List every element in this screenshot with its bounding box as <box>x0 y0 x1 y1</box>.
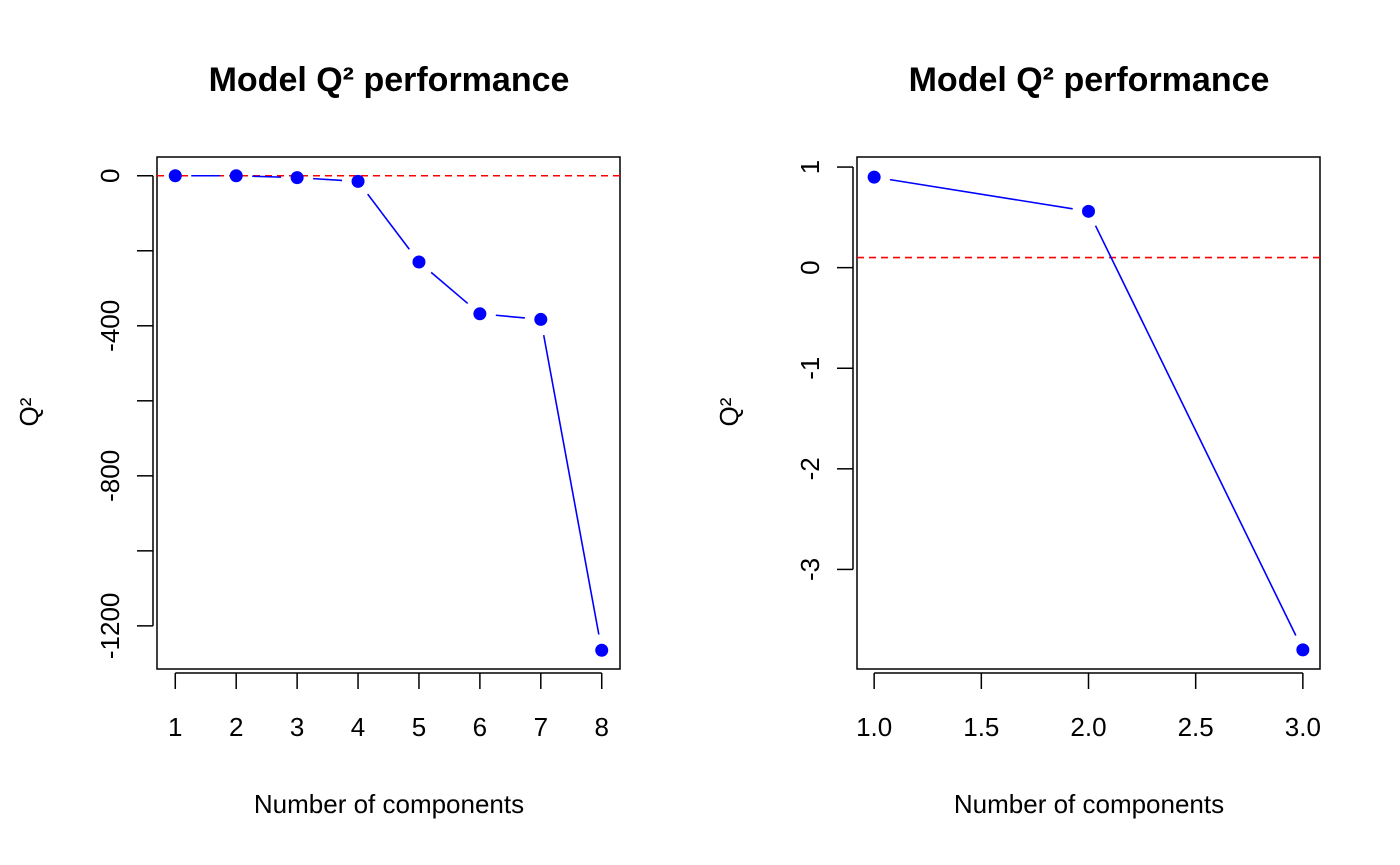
x-tick-label: 7 <box>534 712 548 742</box>
y-tick-label: -1 <box>795 357 825 380</box>
data-point <box>168 169 182 183</box>
x-axis: 1 2 3 4 5 6 7 8 <box>168 672 609 742</box>
data-point <box>534 312 548 326</box>
x-tick-label: 1.0 <box>856 712 892 742</box>
series-line-layer <box>191 174 600 635</box>
y-tick-label: 0 <box>95 169 125 183</box>
y-axis-label: Q² <box>714 397 744 426</box>
x-axis-label: Number of components <box>954 789 1224 819</box>
chart-panel-right: Model Q² performance Number of component… <box>714 61 1321 819</box>
series-segment <box>542 335 600 635</box>
data-point <box>473 307 487 321</box>
plot-frame <box>856 156 1321 670</box>
x-axis-label: Number of components <box>254 789 524 819</box>
x-tick-label: 2.0 <box>1070 712 1106 742</box>
x-tick-label: 8 <box>594 712 608 742</box>
x-tick-label: 1 <box>168 712 182 742</box>
x-tick-label: 3 <box>290 712 304 742</box>
y-tick-label: -800 <box>95 450 125 502</box>
y-tick-label: -2 <box>795 457 825 480</box>
series-segment <box>1094 225 1297 636</box>
x-axis: 1.0 1.5 2.0 2.5 3.0 <box>856 672 1321 742</box>
plot-frame <box>156 156 621 670</box>
series-segment <box>889 178 1073 210</box>
data-point <box>1082 204 1095 218</box>
y-tick-label: 1 <box>795 160 825 174</box>
data-point <box>1296 643 1310 657</box>
series-segment <box>252 175 282 178</box>
data-point <box>290 171 304 185</box>
x-tick-label: 4 <box>351 712 365 742</box>
data-point <box>867 170 881 184</box>
data-point <box>351 174 365 188</box>
y-axis: 0 -400 -800 -1200 <box>95 169 154 660</box>
series-segment <box>430 271 469 305</box>
chart-title: Model Q² performance <box>909 61 1270 99</box>
data-point <box>412 255 426 269</box>
y-tick-label: -1200 <box>95 593 125 660</box>
x-tick-label: 1.5 <box>963 712 999 742</box>
series-segment <box>495 314 525 319</box>
data-point <box>229 169 243 183</box>
chart-title: Model Q² performance <box>209 61 570 99</box>
x-tick-label: 5 <box>412 712 426 742</box>
x-tick-label: 3.0 <box>1285 712 1321 742</box>
y-tick-label: -400 <box>95 300 125 352</box>
y-tick-label: -3 <box>795 558 825 581</box>
x-tick-label: 2.5 <box>1178 712 1214 742</box>
series-line-layer <box>889 178 1297 636</box>
y-axis-label: Q² <box>14 397 44 426</box>
y-tick-label: 0 <box>795 260 825 274</box>
series-segment <box>367 193 410 250</box>
series-segment <box>313 177 343 182</box>
series-points-layer <box>168 169 609 657</box>
y-axis: 1 0 -1 -2 -3 <box>795 160 854 581</box>
series-points-layer <box>867 170 1310 657</box>
x-tick-label: 6 <box>473 712 487 742</box>
chart-panel-left: Model Q² performance Number of component… <box>14 61 621 819</box>
data-point <box>595 643 609 657</box>
x-tick-label: 2 <box>229 712 243 742</box>
